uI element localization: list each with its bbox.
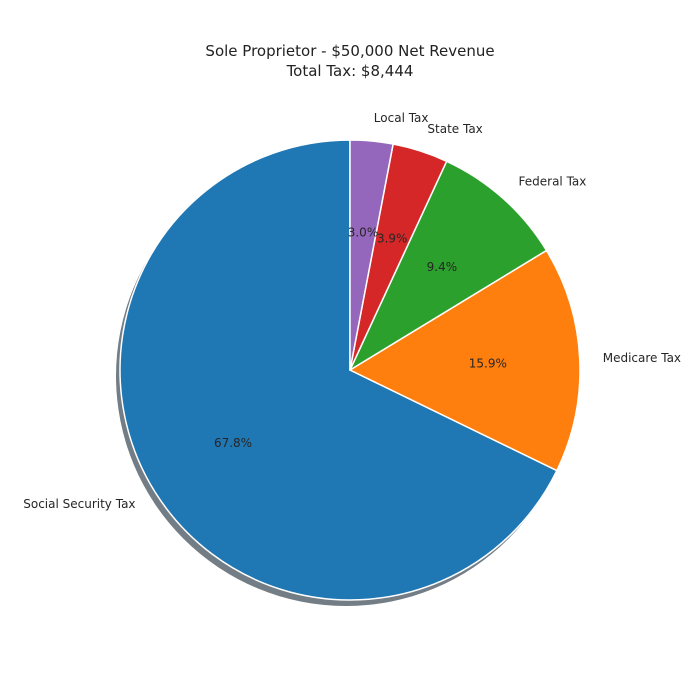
slice-pct-social-security-tax: 67.8% — [214, 436, 252, 450]
pie-slices — [119, 139, 581, 601]
slice-label-federal-tax: Federal Tax — [519, 174, 587, 188]
pie-slice-social-security-tax — [119, 139, 558, 601]
slice-pct-federal-tax: 9.4% — [427, 260, 458, 274]
slice-pct-medicare-tax: 15.9% — [469, 357, 507, 371]
slice-pct-local-tax: 3.0% — [348, 226, 379, 240]
slice-pct-state-tax: 3.9% — [377, 232, 408, 246]
slice-label-state-tax: State Tax — [427, 122, 482, 136]
pie-slice-medicare-tax — [349, 249, 581, 472]
pie-slice-federal-tax — [349, 160, 548, 371]
slice-label-medicare-tax: Medicare Tax — [603, 351, 681, 365]
chart-subtitle: Total Tax: $8,444 — [286, 62, 414, 80]
chart-title: Sole Proprietor - $50,000 Net Revenue — [205, 42, 494, 60]
slice-label-local-tax: Local Tax — [374, 111, 429, 125]
pie-labels: Social Security Tax 67.8% Medicare Tax 15.9… — [23, 111, 681, 511]
pie-slice-local-tax — [349, 139, 394, 371]
slice-label-social-security-tax: Social Security Tax — [23, 497, 135, 511]
